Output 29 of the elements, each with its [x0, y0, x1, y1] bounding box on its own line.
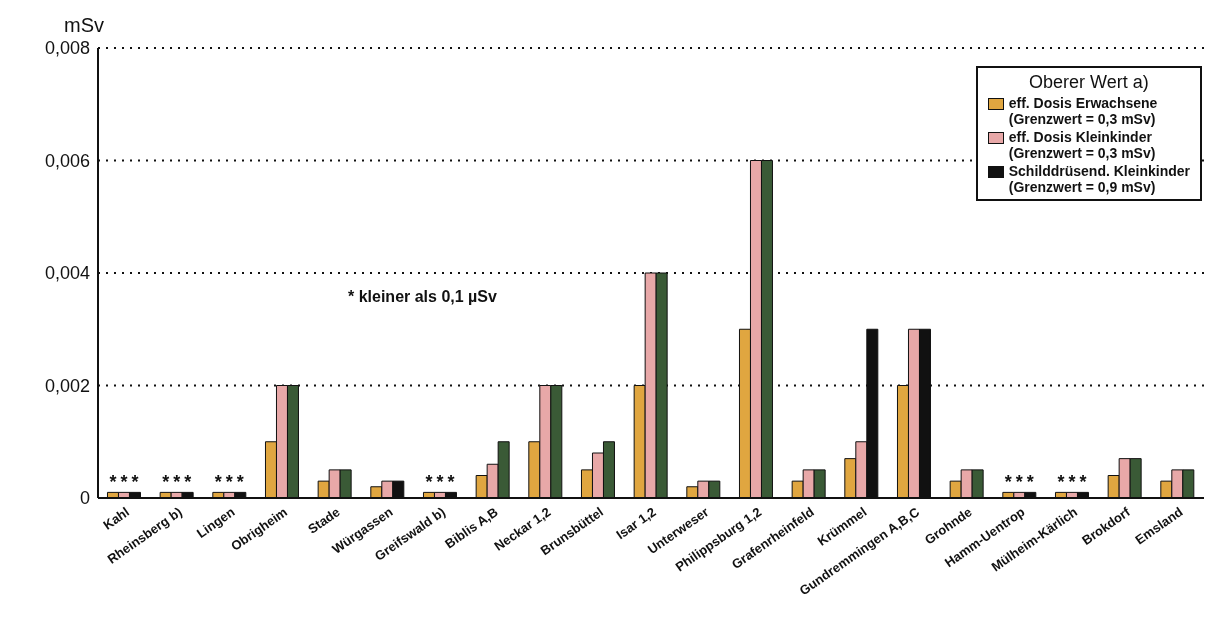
- annotation: * kleiner als 0,1 µSv: [348, 288, 497, 306]
- y-tick-label: 0,008: [44, 38, 90, 59]
- data-label: *: [173, 472, 181, 493]
- data-label: *: [425, 472, 433, 493]
- data-label: *: [447, 472, 455, 493]
- data-label: *: [1057, 472, 1065, 493]
- data-label: *: [225, 472, 233, 493]
- y-axis-title: mSv: [64, 14, 104, 37]
- legend-label: eff. Dosis Kleinkinder (Grenzwert = 0,3 mSv): [1008, 129, 1156, 161]
- legend-label: Schilddrüsend. Kleinkinder (Grenzwert = 0,9 mSv): [1008, 163, 1190, 195]
- data-label: *: [236, 472, 244, 493]
- legend-title: Oberer Wert a): [1028, 72, 1150, 93]
- data-label: *: [1026, 472, 1034, 493]
- y-tick-label: 0,004: [44, 263, 90, 284]
- y-tick-label: 0,002: [44, 375, 90, 396]
- data-label: *: [214, 472, 222, 493]
- data-label: *: [131, 472, 139, 493]
- data-label: *: [1015, 472, 1023, 493]
- data-label: *: [162, 472, 170, 493]
- data-label: *: [184, 472, 192, 493]
- data-label: *: [436, 472, 444, 493]
- data-label: *: [1004, 472, 1012, 493]
- y-tick-label: 0: [79, 488, 90, 509]
- data-label: *: [1068, 472, 1076, 493]
- data-label: *: [109, 472, 117, 493]
- data-label: *: [120, 472, 128, 493]
- legend-label: eff. Dosis Erwachsene (Grenzwert = 0,3 mSv): [1008, 95, 1158, 127]
- y-tick-label: 0,006: [44, 150, 90, 171]
- data-label: *: [1079, 472, 1087, 493]
